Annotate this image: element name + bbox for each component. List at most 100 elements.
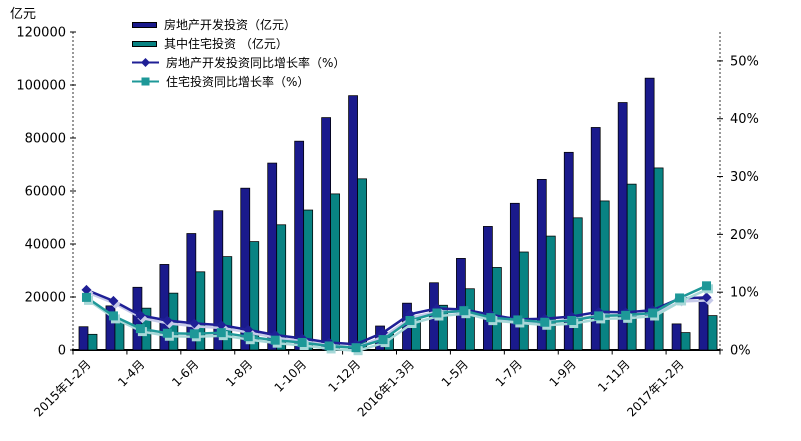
- x-axis-category-label: 2017年1-2月: [624, 357, 686, 419]
- marker-square: [189, 329, 199, 339]
- right-axis-tick-label: 30%: [730, 170, 759, 185]
- left-axis-tick-label: 100000: [16, 79, 66, 94]
- right-axis-tick-label: 40%: [730, 112, 759, 127]
- legend-bar-swatch: [132, 21, 157, 28]
- legend-item: 其中住宅投资 （亿元）: [132, 36, 345, 51]
- marker-square: [81, 292, 91, 302]
- bar: [348, 95, 358, 351]
- bar: [545, 235, 556, 351]
- marker-square: [270, 335, 280, 345]
- left-axis-tick-label: 0: [58, 344, 66, 359]
- bar: [330, 193, 341, 351]
- left-axis-tick-label: 120000: [16, 26, 66, 41]
- bar: [195, 271, 206, 351]
- marker-square: [432, 308, 442, 318]
- bar: [465, 288, 475, 351]
- bar: [653, 167, 664, 351]
- bar: [707, 315, 718, 351]
- bar: [599, 200, 610, 351]
- x-axis-category-label: 1-12月: [326, 357, 364, 395]
- left-axis-tick-label: 60000: [25, 185, 66, 200]
- marker-diamond: [701, 292, 712, 303]
- marker-square: [621, 310, 631, 320]
- marker-square: [513, 315, 523, 325]
- x-axis-category-label: 1-7月: [493, 357, 525, 389]
- x-axis-category-label: 1-8月: [223, 357, 255, 389]
- marker-square: [378, 335, 388, 345]
- bar: [456, 258, 466, 351]
- line-series-1: [81, 281, 714, 356]
- left-axis-tick-label: 40000: [25, 238, 66, 253]
- bar: [483, 226, 493, 351]
- left-axis-unit-label: 亿元: [10, 7, 37, 22]
- right-axis-tick-label: 0%: [730, 344, 751, 359]
- bar: [357, 178, 367, 351]
- right-axis-tick-label: 20%: [730, 228, 759, 243]
- bar: [276, 224, 287, 351]
- bar: [572, 217, 583, 351]
- marker-diamond: [81, 284, 92, 295]
- marker-square: [324, 341, 334, 351]
- x-axis-category-label: 1-10月: [272, 357, 310, 395]
- bar: [303, 209, 314, 351]
- left-axis-tick-label: 80000: [25, 132, 66, 147]
- marker-diamond: [189, 318, 200, 329]
- marker-square: [162, 328, 172, 338]
- bar: [222, 256, 233, 351]
- x-axis-category-label: 1-11月: [595, 357, 633, 395]
- legend-line-square-swatch: [132, 77, 159, 86]
- diamond-marker-icon: [141, 58, 150, 67]
- bar: [680, 332, 691, 351]
- marker-square: [648, 308, 658, 318]
- marker-square: [135, 324, 145, 334]
- legend-item: 住宅投资同比增长率（%）: [132, 74, 345, 89]
- marker-square: [108, 311, 118, 321]
- bar: [518, 251, 529, 351]
- marker-square: [675, 293, 685, 303]
- marker-square: [459, 306, 469, 316]
- legend-label: 住宅投资同比增长率（%）: [166, 75, 310, 89]
- right-axis-tick-label: 50%: [730, 54, 759, 69]
- marker-diamond: [135, 310, 146, 321]
- marker-square: [297, 337, 307, 347]
- bar: [438, 304, 448, 351]
- legend-label: 房地产开发投资（亿元）: [164, 18, 297, 32]
- bar-series-1: [87, 167, 718, 351]
- bar-series-0: [78, 77, 709, 351]
- x-axis-category-label: 2016年1-3月: [355, 357, 417, 419]
- bar: [626, 183, 637, 351]
- marker-square: [594, 311, 604, 321]
- legend-line-diamond-swatch: [132, 58, 159, 67]
- bar: [294, 140, 305, 351]
- marker-diamond: [216, 320, 227, 331]
- legend: 房地产开发投资（亿元） 其中住宅投资 （亿元） 房地产开发投资同比增长率（%） 住宅投…: [132, 17, 345, 89]
- marker-square: [216, 328, 226, 338]
- bar: [114, 320, 125, 351]
- marker-square: [351, 343, 361, 353]
- legend-label: 房地产开发投资同比增长率（%）: [166, 56, 346, 70]
- line-shadow: [87, 291, 710, 349]
- x-axis-category-label: 2015年1-2月: [31, 357, 93, 419]
- legend-label: 其中住宅投资 （亿元）: [164, 37, 288, 51]
- x-axis-category-label: 1-5月: [439, 357, 471, 389]
- legend-item: 房地产开发投资（亿元）: [132, 17, 345, 32]
- bar: [509, 202, 520, 351]
- bar: [671, 323, 682, 351]
- x-axis-category-label: 1-9月: [547, 357, 579, 389]
- marker-square: [243, 332, 253, 342]
- x-axis-category-label: 1-6月: [169, 357, 201, 389]
- marker-square: [540, 317, 550, 327]
- x-axis-category-label: 1-4月: [115, 357, 147, 389]
- line-shadow: [87, 287, 710, 352]
- marker-square: [405, 316, 415, 326]
- bar: [321, 117, 332, 351]
- marker-diamond: [108, 295, 119, 306]
- square-marker-icon: [141, 77, 150, 86]
- bar: [698, 298, 709, 351]
- left-axis-tick-label: 20000: [25, 291, 66, 306]
- bar: [87, 333, 98, 351]
- bar: [267, 162, 278, 351]
- legend-bar-swatch: [132, 40, 157, 47]
